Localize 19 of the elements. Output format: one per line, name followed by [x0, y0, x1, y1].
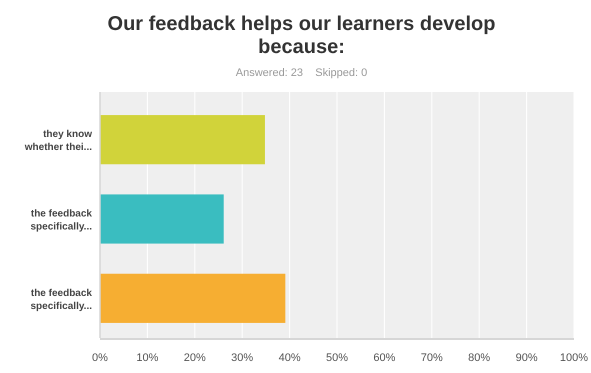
x-tick-label: 60% — [373, 352, 396, 364]
y-tick-label: they know whether thei... — [24, 129, 92, 154]
x-tick-label: 30% — [231, 352, 254, 364]
bar — [100, 115, 265, 164]
x-tick-label: 80% — [468, 352, 490, 364]
y-tick-label: the feedback specifically... — [30, 288, 92, 312]
y-tick-label: the feedback specifically... — [30, 208, 92, 232]
x-tick-label: 10% — [136, 352, 159, 364]
chart-subtitle: Answered: 23 Skipped: 0 — [236, 67, 368, 79]
x-tick-label: 0% — [92, 352, 108, 364]
x-tick-label: 40% — [278, 352, 301, 364]
x-tick-label: 20% — [184, 352, 206, 364]
x-tick-label: 70% — [420, 352, 444, 364]
bar — [100, 194, 224, 244]
bar — [100, 274, 286, 323]
x-tick-label: 90% — [516, 352, 538, 364]
x-tick-label: 50% — [326, 352, 348, 364]
x-tick-label: 100% — [560, 352, 588, 364]
chart-title: Our feedback helps our learners develop because: — [108, 13, 496, 58]
